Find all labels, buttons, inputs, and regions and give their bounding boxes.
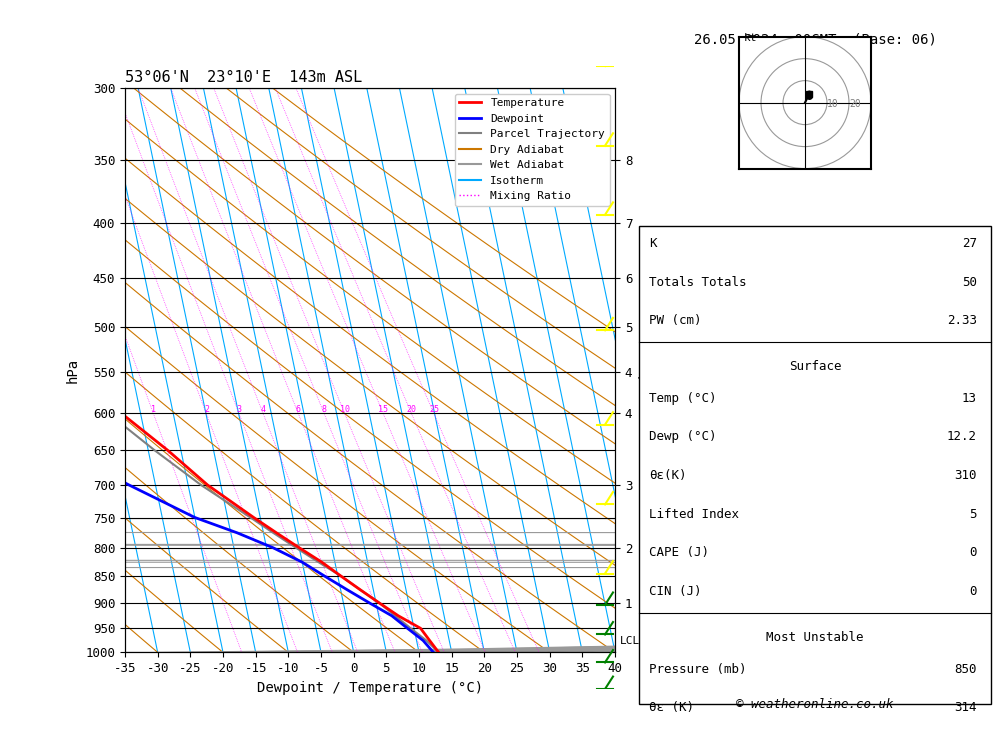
X-axis label: Dewpoint / Temperature (°C): Dewpoint / Temperature (°C) (257, 681, 483, 695)
Text: 15: 15 (378, 405, 388, 414)
Text: 2.33: 2.33 (947, 314, 977, 327)
Text: 5: 5 (970, 508, 977, 520)
Text: θε(K): θε(K) (649, 469, 687, 482)
Text: 1: 1 (151, 405, 156, 414)
Text: 25: 25 (429, 405, 439, 414)
Text: 53°06'N  23°10'E  143m ASL: 53°06'N 23°10'E 143m ASL (125, 70, 362, 86)
Text: © weatheronline.co.uk: © weatheronline.co.uk (736, 699, 894, 711)
Text: 13: 13 (962, 391, 977, 405)
Text: 314: 314 (954, 701, 977, 714)
Text: 0: 0 (970, 547, 977, 559)
Text: Most Unstable: Most Unstable (766, 631, 864, 644)
Text: CIN (J): CIN (J) (649, 585, 702, 598)
Text: 310: 310 (954, 469, 977, 482)
Text: PW (cm): PW (cm) (649, 314, 702, 327)
Text: 20: 20 (407, 405, 417, 414)
Text: 10: 10 (340, 405, 350, 414)
Text: 27: 27 (962, 237, 977, 250)
Text: 10: 10 (827, 99, 839, 109)
Text: Totals Totals: Totals Totals (649, 276, 747, 289)
Text: 26.05.2024  00GMT  (Base: 06): 26.05.2024 00GMT (Base: 06) (694, 32, 936, 46)
Text: Dewp (°C): Dewp (°C) (649, 430, 717, 443)
Text: Pressure (mb): Pressure (mb) (649, 663, 747, 676)
Text: LCL: LCL (620, 636, 640, 646)
Text: 12.2: 12.2 (947, 430, 977, 443)
Text: K: K (649, 237, 657, 250)
Text: Lifted Index: Lifted Index (649, 508, 739, 520)
Text: 50: 50 (962, 276, 977, 289)
Text: 2: 2 (204, 405, 209, 414)
Text: kt: kt (743, 33, 757, 43)
Text: 4: 4 (261, 405, 266, 414)
Text: 6: 6 (296, 405, 301, 414)
Legend: Temperature, Dewpoint, Parcel Trajectory, Dry Adiabat, Wet Adiabat, Isotherm, Mi: Temperature, Dewpoint, Parcel Trajectory… (455, 94, 610, 206)
Text: 0: 0 (970, 585, 977, 598)
Text: 3: 3 (237, 405, 242, 414)
Y-axis label: hPa: hPa (66, 358, 80, 383)
Text: θε (K): θε (K) (649, 701, 694, 714)
Text: 850: 850 (954, 663, 977, 676)
Text: 8: 8 (322, 405, 327, 414)
FancyBboxPatch shape (639, 226, 991, 704)
Text: Surface: Surface (789, 360, 841, 373)
Text: Temp (°C): Temp (°C) (649, 391, 717, 405)
Y-axis label: km
ASL: km ASL (638, 359, 666, 381)
Text: CAPE (J): CAPE (J) (649, 547, 709, 559)
Text: 20: 20 (849, 99, 861, 109)
